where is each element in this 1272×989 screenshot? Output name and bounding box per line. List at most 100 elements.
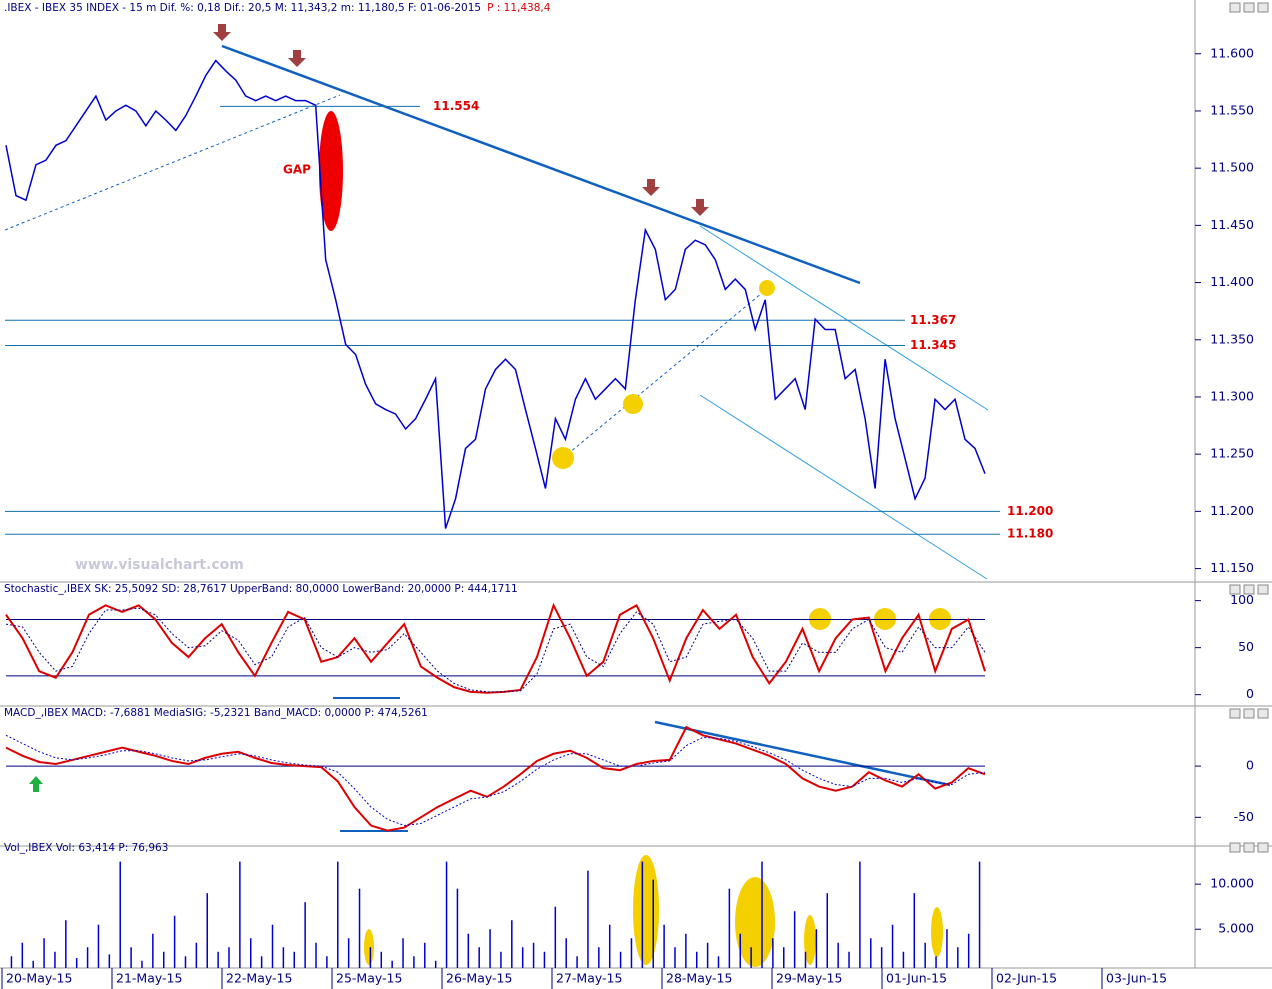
panel-header: Stochastic_,IBEX SK: 25,5092 SD: 28,7617…	[4, 583, 518, 595]
volume-bar	[108, 954, 111, 968]
volume-bar	[663, 924, 665, 968]
volume-bar	[162, 951, 165, 968]
x-tick-label: 01-Jun-15	[886, 971, 947, 986]
volume-bar	[619, 951, 622, 968]
volume-bar	[424, 942, 426, 968]
volume-bar	[141, 960, 143, 968]
volume-bar	[946, 929, 948, 968]
volume-bar	[826, 893, 829, 968]
y-tick-label: 5.000	[1218, 921, 1254, 936]
volume-bar	[728, 888, 731, 968]
level-label: 11.367	[910, 313, 956, 327]
volume-bar	[489, 929, 491, 968]
series-line	[5, 725, 986, 832]
y-tick-label: 11.350	[1210, 331, 1254, 346]
volume-bar	[793, 911, 796, 968]
volume-bar	[228, 947, 230, 968]
volume-bar	[935, 956, 937, 968]
panel-header: .IBEX - IBEX 35 INDEX - 15 m Dif. %: 0,1…	[4, 2, 481, 14]
volume-bar	[97, 924, 100, 968]
volume-bar	[532, 942, 535, 968]
y-tick-label: 11.250	[1210, 446, 1254, 461]
x-tick-label: 02-Jun-15	[996, 971, 1057, 986]
panel-header: Vol_,IBEX Vol: 63,414 P: 76,963	[4, 842, 168, 854]
volume-bar	[86, 947, 89, 968]
volume-bar	[369, 947, 372, 968]
volume-bar	[554, 906, 557, 968]
volume-bar	[293, 951, 296, 968]
volume-bar	[391, 960, 393, 968]
x-tick-label: 21-May-15	[116, 971, 182, 986]
y-tick-label: 11.450	[1210, 217, 1254, 232]
trend-drawings	[4, 44, 989, 580]
panel-buttons[interactable]	[1229, 2, 1269, 853]
y-tick-label: 50	[1238, 639, 1254, 654]
volume-bar	[772, 938, 774, 968]
volume-bar	[402, 938, 404, 968]
volume-bar	[315, 942, 317, 968]
y-tick-label: 11.600	[1210, 45, 1254, 60]
series-line	[5, 734, 986, 827]
volume-bar	[445, 861, 448, 968]
volume-bar	[783, 947, 785, 968]
volume-bar	[32, 960, 34, 968]
volume-bar	[641, 861, 644, 968]
volume-bar	[217, 951, 219, 968]
volume-bar	[717, 956, 720, 968]
volume-bar	[967, 933, 970, 968]
volume-bar	[478, 947, 480, 968]
y-tick-label: 10.000	[1210, 876, 1254, 891]
volume-bar	[130, 947, 132, 968]
y-tick-label: 11.300	[1210, 388, 1254, 403]
volume-bar	[54, 951, 56, 968]
x-tick-label: 26-May-15	[446, 971, 512, 986]
volume-bar	[260, 956, 263, 968]
volume-bar	[239, 861, 241, 968]
volume-bar	[848, 951, 850, 968]
volume-bar	[543, 951, 546, 968]
volume-bar	[957, 947, 959, 968]
y-tick-label: -50	[1234, 809, 1254, 824]
series-line	[5, 59, 986, 529]
volume-bar	[652, 879, 654, 968]
watermark: www.visualchart.com	[75, 557, 244, 573]
panel-frames	[0, 0, 1272, 969]
volume-bar	[10, 956, 13, 968]
volume-bar	[358, 888, 361, 968]
volume-bar	[434, 960, 437, 968]
volume-bar	[65, 920, 67, 968]
y-tick-label: 11.400	[1210, 274, 1254, 289]
volume-bar	[891, 924, 894, 968]
volume-bar	[195, 942, 198, 968]
volume-bar	[337, 861, 339, 968]
volume-bar	[511, 920, 513, 968]
volume-bar	[206, 893, 208, 968]
x-tick-label: 22-May-15	[226, 971, 292, 986]
volume-bar	[467, 933, 470, 968]
level-label: 11.200	[1007, 504, 1053, 518]
volume-bar	[913, 893, 916, 968]
volume-bar	[880, 947, 883, 968]
volume-bar	[21, 942, 24, 968]
volume-bar	[326, 956, 328, 968]
volume-bar	[815, 929, 818, 968]
volume-bar	[43, 938, 45, 968]
y-tick-label: 0	[1246, 686, 1254, 701]
volume-bar	[837, 942, 839, 968]
volume-bar	[347, 938, 350, 968]
y-tick-label: 0	[1246, 758, 1254, 773]
volume-bar	[608, 924, 611, 968]
x-tick-label: 20-May-15	[6, 971, 72, 986]
volume-bar	[75, 958, 78, 968]
x-tick-label: 28-May-15	[666, 971, 732, 986]
series-line	[5, 602, 986, 694]
gap-label: GAP	[283, 163, 311, 177]
volume-bar	[413, 956, 415, 968]
volume-bar	[804, 951, 807, 968]
y-tick-label: 100	[1230, 592, 1254, 607]
volume-bar	[750, 947, 752, 968]
y-tick-label: 11.550	[1210, 102, 1254, 117]
volume-bar	[250, 938, 252, 968]
y-tick-label: 11.200	[1210, 503, 1254, 518]
